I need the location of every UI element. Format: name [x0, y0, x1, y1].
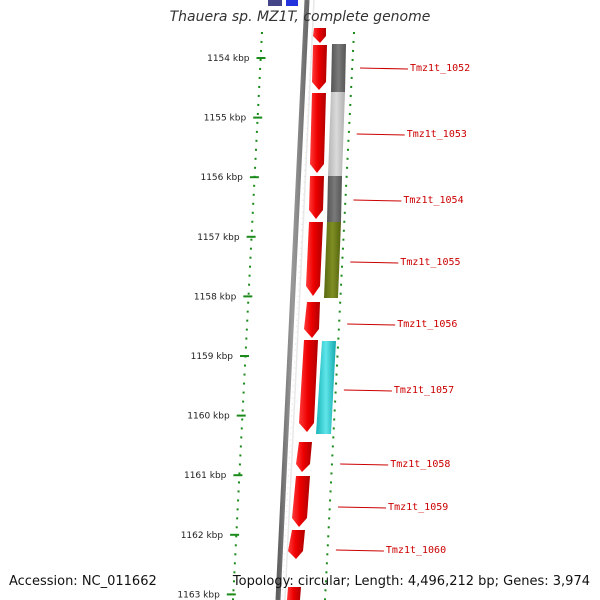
- gene-callout-line: [353, 200, 401, 201]
- gene-arrow-1054: [309, 176, 324, 219]
- gene-labels: Tmz1t_1052 Tmz1t_1053 Tmz1t_1054 Tmz1t_1055…: [336, 63, 470, 556]
- gene-label: Tmz1t_1056: [397, 319, 457, 330]
- cog-block-olive: [324, 222, 341, 298]
- map-title: Thauera sp. MZ1T, complete genome: [0, 9, 600, 25]
- gene-callout-line: [344, 390, 392, 391]
- top-features: [268, 0, 298, 6]
- gene-label: Tmz1t_1052: [410, 63, 470, 74]
- tick-label: 1157 kbp: [197, 233, 240, 243]
- feature-blue: [286, 0, 298, 6]
- gene-label: Tmz1t_1057: [394, 385, 454, 396]
- tick-label: 1156 kbp: [200, 173, 243, 183]
- gene-label: Tmz1t_1059: [388, 502, 448, 513]
- gene-arrow-top: [313, 28, 326, 43]
- gene-callout-line: [347, 324, 395, 325]
- gene-arrow-1058: [296, 442, 312, 472]
- tick-label: 1154 kbp: [207, 54, 250, 64]
- gene-callout-line: [336, 550, 384, 551]
- gene-callout-line: [360, 68, 408, 69]
- cog-block-cyan: [316, 341, 336, 434]
- feature-navy: [268, 0, 282, 6]
- accession-text: Accession: NC_011662: [9, 574, 157, 589]
- genome-map: 1154 kbp 1155 kbp 1156 kbp 1157 kbp 1158 kbp…: [0, 0, 600, 600]
- gene-callout-line: [357, 134, 405, 135]
- gene-callout-line: [338, 507, 386, 508]
- gene-label: Tmz1t_1058: [390, 459, 450, 470]
- tick-ruler: 1154 kbp 1155 kbp 1156 kbp 1157 kbp 1158 kbp…: [177, 32, 265, 600]
- gene-callout-line: [340, 464, 388, 465]
- gene-arrow-1056: [304, 302, 320, 338]
- tick-label: 1159 kbp: [191, 352, 234, 362]
- gene-arrow-1055: [306, 222, 323, 296]
- cog-block-dark-2: [327, 176, 342, 222]
- cog-block-dark-1: [331, 44, 346, 92]
- gene-label: Tmz1t_1055: [400, 257, 460, 268]
- tick-marks: 1154 kbp 1155 kbp 1156 kbp 1157 kbp 1158 kbp…: [177, 54, 265, 600]
- genome-summary-text: Topology: circular; Length: 4,496,212 bp…: [233, 574, 590, 589]
- gene-label: Tmz1t_1053: [407, 129, 467, 140]
- tick-label: 1155 kbp: [204, 114, 247, 124]
- tick-label: 1162 kbp: [181, 531, 224, 541]
- gene-arrow-1052: [312, 45, 327, 90]
- gene-label: Tmz1t_1060: [386, 545, 446, 556]
- tick-label: 1160 kbp: [187, 412, 230, 422]
- cog-block-light: [328, 92, 345, 176]
- gene-label: Tmz1t_1054: [403, 195, 463, 206]
- gene-arrow-1057: [299, 340, 318, 432]
- tick-label: 1161 kbp: [184, 471, 227, 481]
- gene-arrow-1060: [288, 530, 305, 559]
- gene-callout-line: [350, 262, 398, 263]
- gene-arrow-1053: [310, 93, 326, 173]
- tick-label: 1158 kbp: [194, 292, 237, 302]
- gene-arrow-1059: [292, 476, 310, 527]
- tick-label: 1163 kbp: [177, 590, 220, 600]
